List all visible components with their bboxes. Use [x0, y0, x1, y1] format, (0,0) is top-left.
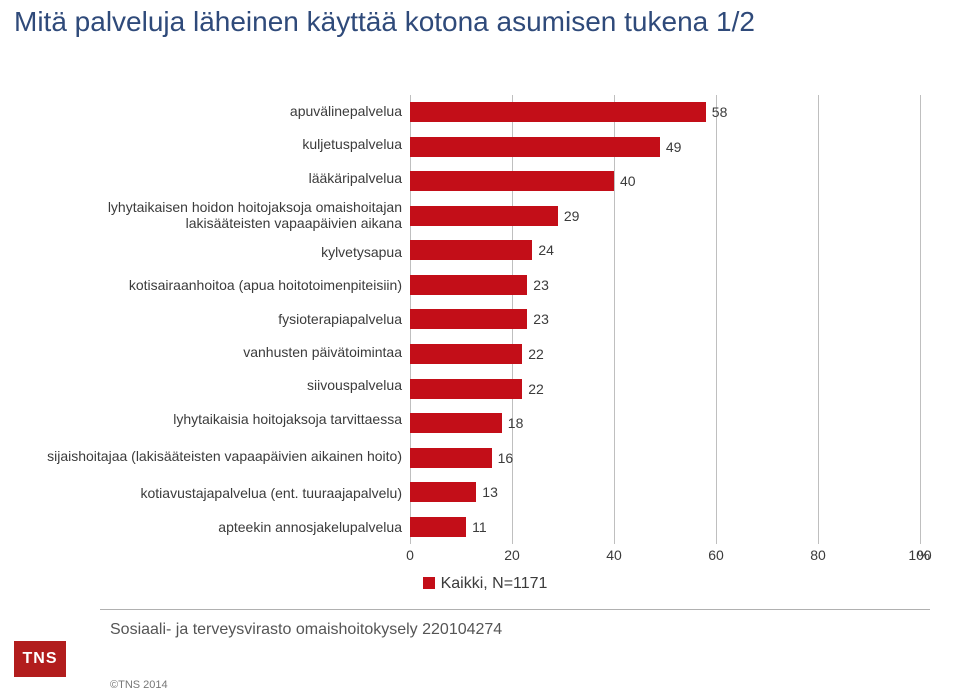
bar: 49: [410, 137, 660, 157]
bar: 29: [410, 206, 558, 226]
x-tick-label: 0: [406, 547, 414, 563]
source-text: Sosiaali- ja terveysvirasto omaishoitoky…: [110, 621, 502, 639]
bar: 16: [410, 448, 492, 468]
bar-value-label: 49: [660, 137, 682, 157]
copyright: ©TNS 2014: [110, 679, 168, 691]
page: Mitä palveluja läheinen käyttää kotona a…: [0, 0, 960, 699]
bar: 22: [410, 379, 522, 399]
bar-value-label: 58: [706, 102, 728, 122]
bar-value-label: 29: [558, 206, 580, 226]
category-label: kylvetysapua: [40, 241, 402, 265]
footer-rule: [100, 609, 930, 610]
category-label: apteekin annosjakelupalvelua: [40, 515, 402, 539]
bar: 23: [410, 275, 527, 295]
bar-value-label: 22: [522, 344, 544, 364]
category-label: lyhytaikaisen hoidon hoitojaksoja omaish…: [40, 200, 402, 232]
bar-value-label: 24: [532, 240, 554, 260]
x-tick-label: 80: [810, 547, 826, 563]
bar-value-label: 40: [614, 171, 636, 191]
bar-row: 18: [410, 411, 920, 435]
category-label: siivouspalvelua: [40, 374, 402, 398]
bar-row: 23: [410, 273, 920, 297]
category-label: kotisairaanhoitoa (apua hoitotoimenpitei…: [40, 274, 402, 298]
category-label: lääkäripalvelua: [40, 166, 402, 190]
x-axis-unit: %: [918, 547, 930, 563]
bar-value-label: 16: [492, 448, 514, 468]
gridline: [920, 95, 921, 544]
bar-row: 40: [410, 169, 920, 193]
plot-area: 58494029242323222218161311: [410, 95, 920, 544]
bar-value-label: 23: [527, 275, 549, 295]
bar: 13: [410, 482, 476, 502]
category-label: kuljetuspalvelua: [40, 133, 402, 157]
tns-logo: TNS: [14, 641, 66, 677]
x-tick-label: 20: [504, 547, 520, 563]
bar: 22: [410, 344, 522, 364]
bar-row: 49: [410, 135, 920, 159]
bar: 23: [410, 309, 527, 329]
x-tick-label: 40: [606, 547, 622, 563]
bar-row: 11: [410, 515, 920, 539]
legend: Kaikki, N=1171: [40, 575, 930, 593]
category-label: vanhusten päivätoimintaa: [40, 341, 402, 365]
bar-value-label: 13: [476, 482, 498, 502]
x-tick-label: 60: [708, 547, 724, 563]
bar-value-label: 23: [527, 309, 549, 329]
page-title: Mitä palveluja läheinen käyttää kotona a…: [0, 0, 960, 38]
bar: 40: [410, 171, 614, 191]
category-labels: apuvälinepalvelua kuljetuspalvelua lääkäri…: [40, 95, 402, 544]
bar: 24: [410, 240, 532, 260]
legend-swatch: [423, 577, 435, 589]
category-label: kotiavustajapalvelua (ent. tuuraajapalve…: [40, 482, 402, 506]
bar-row: 24: [410, 238, 920, 262]
legend-text: Kaikki, N=1171: [441, 575, 548, 592]
category-label: apuvälinepalvelua: [40, 100, 402, 124]
x-axis-ticks: 020406080100%: [410, 547, 920, 567]
bar-row: 13: [410, 480, 920, 504]
bar-value-label: 22: [522, 379, 544, 399]
bars: 58494029242323222218161311: [410, 95, 920, 544]
category-label: sijaishoitajaa (lakisääteisten vapaapäiv…: [40, 441, 402, 473]
category-label: fysioterapiapalvelua: [40, 307, 402, 331]
bar-row: 58: [410, 100, 920, 124]
bar-row: 22: [410, 377, 920, 401]
bar-row: 29: [410, 204, 920, 228]
bar-value-label: 11: [466, 517, 487, 537]
bar-row: 23: [410, 307, 920, 331]
bar: 18: [410, 413, 502, 433]
bar-row: 22: [410, 342, 920, 366]
bar-value-label: 18: [502, 413, 524, 433]
category-label: lyhytaikaisia hoitojaksoja tarvittaessa: [40, 407, 402, 431]
bar: 11: [410, 517, 466, 537]
bar: 58: [410, 102, 706, 122]
chart-area: apuvälinepalvelua kuljetuspalvelua lääkäri…: [40, 95, 930, 579]
bar-row: 16: [410, 446, 920, 470]
footer: Sosiaali- ja terveysvirasto omaishoitoky…: [0, 609, 960, 699]
